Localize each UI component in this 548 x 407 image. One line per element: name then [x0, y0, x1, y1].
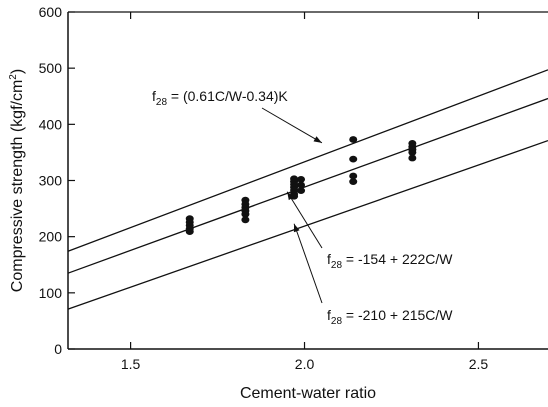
data-point: [408, 154, 417, 162]
regression-line-upper: [67, 69, 548, 252]
y-axis-title-end: ): [9, 69, 26, 74]
regression-lines: [67, 69, 548, 310]
annotation-upper-equation: f28 = (0.61C/W-0.34)K: [152, 88, 288, 108]
y-axis-title: Compressive strength (kgf/cm2): [8, 69, 26, 292]
annotation-sub: 28: [156, 97, 168, 108]
y-tick-label: 100: [39, 285, 63, 301]
data-point: [349, 172, 358, 180]
x-tick-label: 1.5: [121, 356, 141, 372]
data-points: [185, 136, 417, 236]
data-point: [297, 175, 306, 183]
annotation-f: f: [327, 251, 331, 267]
annotation-lower-equation: f28 = -210 + 215C/W: [327, 307, 453, 327]
y-tick-label: 400: [39, 116, 63, 132]
annotation-rest: = -154 + 222C/W: [342, 251, 453, 267]
y-tick-label: 200: [39, 229, 63, 245]
annotation-upper-arrow: [261, 107, 323, 144]
y-tick-label: 500: [39, 60, 63, 76]
regression-line-middle: [67, 97, 548, 274]
annotation-lower-arrowhead: [293, 223, 300, 233]
annotation-f: f: [152, 88, 156, 104]
data-point: [185, 228, 194, 236]
data-point: [349, 155, 358, 163]
annotation-lower-arrow: [293, 223, 323, 304]
y-axis-title-sup: 2: [8, 74, 19, 80]
x-tick-label: 2.0: [295, 356, 315, 372]
annotations: f28 = (0.61C/W-0.34)K f28 = -154 + 222C/…: [152, 88, 453, 327]
data-point: [408, 149, 417, 156]
annotation-rest: = -210 + 215C/W: [342, 307, 453, 323]
x-tick-label: 2.5: [469, 356, 489, 372]
x-axis-title: Cement-water ratio: [240, 385, 376, 402]
annotation-middle-arrow: [286, 191, 323, 249]
data-point: [297, 181, 306, 189]
annotation-f: f: [327, 307, 331, 323]
y-tick-label: 600: [39, 4, 63, 20]
data-point: [349, 136, 358, 143]
annotation-sub: 28: [331, 316, 343, 327]
annotation-middle-arrowhead: [287, 191, 294, 201]
data-point: [241, 210, 250, 218]
data-point: [241, 216, 250, 224]
annotation-sub: 28: [331, 260, 343, 271]
annotation-rest: = (0.61C/W-0.34)K: [167, 88, 288, 104]
annotation-middle-equation: f28 = -154 + 222C/W: [327, 251, 453, 271]
ticks: 0 100 200 300 400 500 600 1.5 2.0 2.5: [39, 4, 489, 372]
annotation-upper-arrowhead: [313, 136, 322, 143]
y-axis-title-main: Compressive strength (kgf/cm: [9, 80, 26, 293]
y-tick-label: 300: [39, 173, 63, 189]
data-point: [297, 187, 306, 195]
y-tick-label: 0: [54, 341, 62, 357]
data-point: [349, 178, 358, 186]
axes: [67, 11, 548, 350]
